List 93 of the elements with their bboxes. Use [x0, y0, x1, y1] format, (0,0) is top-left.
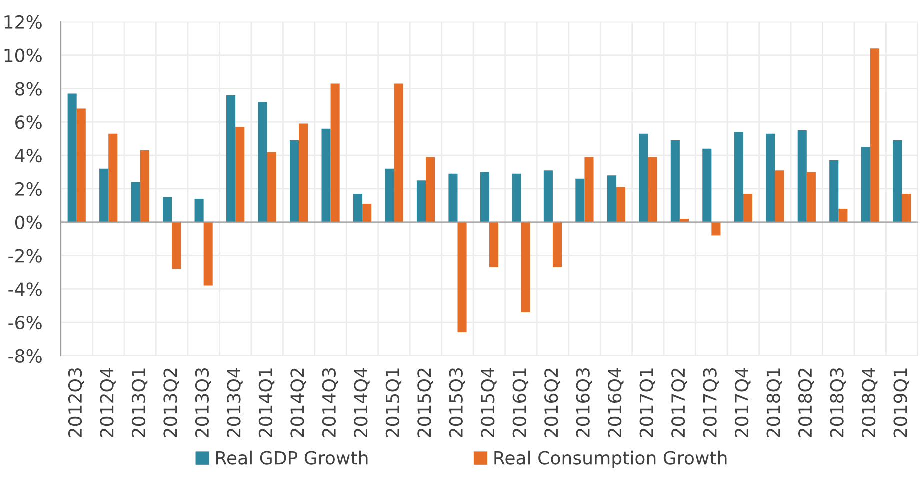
bar — [480, 172, 490, 222]
bar — [870, 48, 880, 222]
y-tick-label: -4% — [8, 282, 42, 296]
bar — [385, 168, 394, 222]
bar — [194, 198, 204, 222]
bar — [830, 160, 839, 222]
bar — [236, 127, 245, 222]
x-tick-label: 2013Q3 — [195, 368, 212, 438]
legend-label: Real GDP Growth — [216, 450, 368, 465]
bar — [584, 157, 594, 222]
bar — [68, 94, 77, 222]
bar — [648, 157, 658, 222]
x-tick-label: 2019Q1 — [894, 368, 910, 438]
bar — [743, 194, 752, 222]
bar — [226, 95, 236, 222]
bar — [616, 187, 626, 222]
bar — [362, 204, 372, 222]
bar — [902, 194, 912, 222]
x-tick-label: 2012Q4 — [100, 368, 116, 438]
bar — [426, 157, 436, 222]
bar — [163, 197, 172, 222]
bar — [838, 208, 848, 222]
bar — [775, 170, 784, 222]
x-tick-label: 2015Q1 — [386, 368, 402, 438]
bar — [290, 140, 300, 222]
bar — [458, 222, 467, 333]
bar — [607, 176, 616, 222]
bar — [512, 174, 522, 222]
x-tick-label: 2015Q4 — [481, 368, 497, 438]
legend-label: Real Consumption Growth — [494, 450, 727, 468]
x-tick-label: 2015Q2 — [418, 368, 434, 438]
x-tick-label: 2016Q4 — [608, 368, 624, 438]
bar — [893, 140, 902, 222]
x-tick-label: 2013Q1 — [132, 368, 148, 438]
y-tick-label: 6% — [16, 116, 42, 130]
bar — [734, 132, 744, 222]
x-tick-label: 2016Q2 — [544, 368, 560, 438]
bar — [448, 174, 458, 222]
x-tick-label: 2017Q4 — [735, 368, 751, 438]
bar — [258, 102, 268, 222]
y-tick-label: 12% — [4, 15, 42, 30]
bar — [552, 222, 562, 268]
bar — [140, 150, 150, 222]
bar — [322, 128, 331, 222]
x-tick-label: 2013Q4 — [227, 368, 243, 438]
bar — [576, 178, 585, 222]
bar — [353, 194, 363, 222]
bar — [330, 84, 340, 222]
bar — [394, 84, 404, 222]
x-tick-label: 2014Q1 — [258, 368, 275, 438]
x-tick-label: 2018Q2 — [798, 368, 814, 438]
bar — [806, 172, 816, 222]
bar — [702, 148, 712, 222]
x-tick-label: 2017Q1 — [640, 368, 656, 438]
bar — [299, 124, 308, 222]
x-tick-label: 2015Q3 — [449, 368, 466, 438]
bar — [489, 222, 499, 268]
x-tick-label: 2018Q4 — [862, 368, 878, 438]
x-tick-label: 2013Q2 — [164, 368, 180, 438]
bar — [766, 134, 776, 222]
x-tick-label: 2014Q3 — [322, 368, 338, 438]
bar — [521, 222, 530, 313]
bar — [639, 134, 648, 222]
x-tick-label: 2014Q2 — [290, 368, 306, 438]
x-tick-label: 2017Q2 — [672, 368, 688, 438]
y-tick-label: 2% — [16, 182, 42, 196]
bar — [204, 222, 213, 286]
bar — [712, 222, 721, 236]
bar — [172, 222, 182, 270]
bar — [267, 152, 276, 222]
bar — [131, 182, 140, 222]
x-tick-label: 2014Q4 — [354, 368, 370, 438]
bar — [798, 130, 807, 222]
bar — [670, 140, 680, 222]
y-tick-label: -2% — [8, 249, 42, 263]
bar — [76, 108, 86, 222]
y-tick-label: -8% — [8, 349, 42, 364]
y-tick-label: -6% — [8, 316, 42, 330]
y-tick-label: 0% — [15, 216, 42, 230]
x-tick-label: 2017Q3 — [703, 368, 719, 438]
y-tick-label: 10% — [4, 48, 42, 62]
x-tick-label: 2012Q3 — [68, 368, 84, 438]
x-tick-label: 2018Q1 — [766, 368, 782, 438]
x-tick-label: 2016Q1 — [512, 368, 529, 438]
x-tick-label: 2016Q3 — [576, 368, 592, 438]
y-tick-label: 8% — [16, 82, 42, 96]
bar — [544, 170, 553, 222]
bar — [100, 168, 109, 222]
bar — [861, 147, 870, 222]
bar — [416, 180, 426, 222]
x-tick-label: 2018Q3 — [830, 368, 846, 438]
y-tick-label: 4% — [15, 148, 42, 163]
bar — [108, 134, 118, 222]
